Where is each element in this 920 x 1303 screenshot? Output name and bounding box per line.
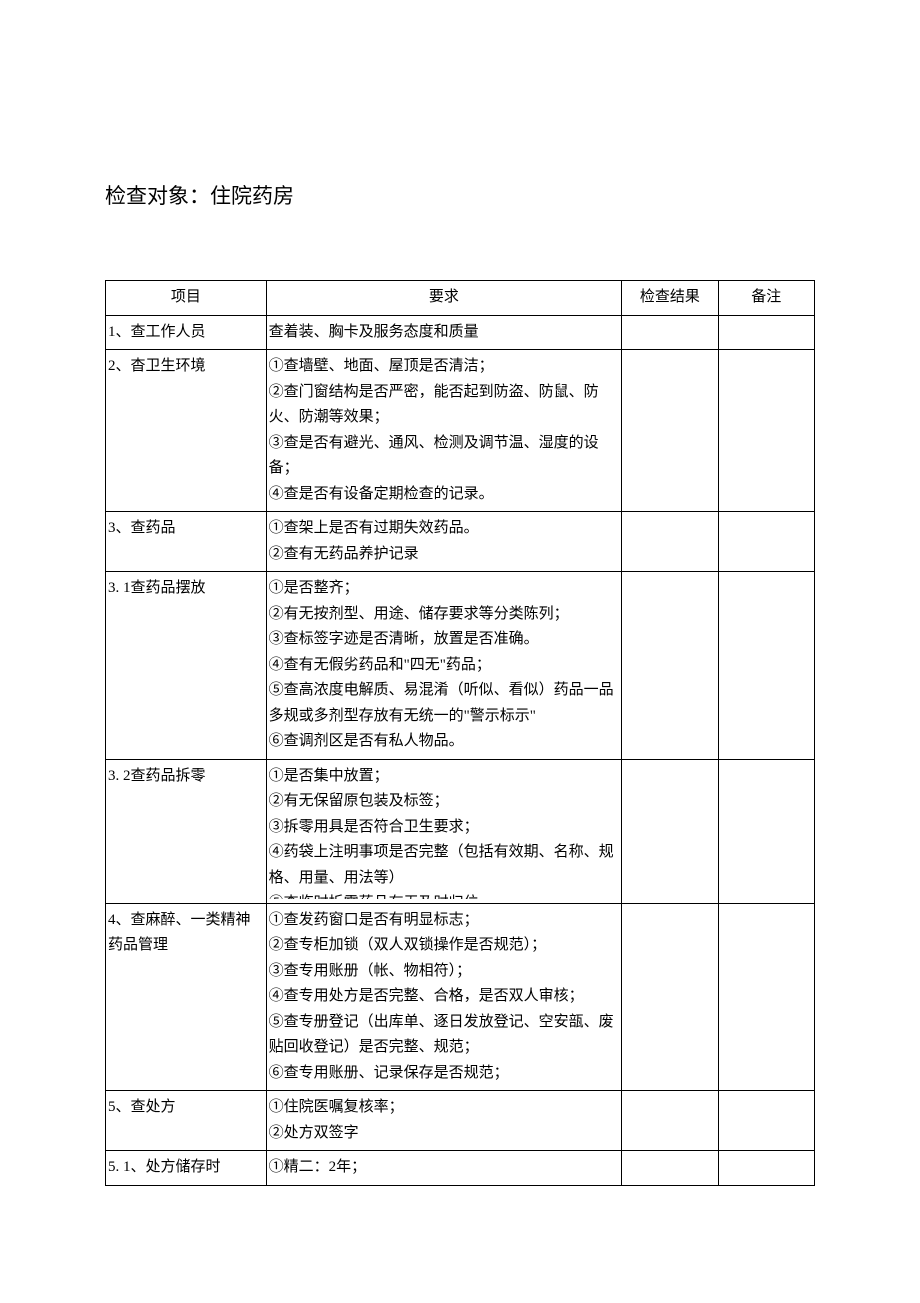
- table-row: 3、查药品 ①查架上是否有过期失效药品。 ②查有无药品养护记录: [106, 512, 815, 572]
- cell-note: [718, 1091, 814, 1151]
- table-row: 5. 1、处方储存时 ①精二：2年；: [106, 1151, 815, 1186]
- table-row: 2、杳卫生环境 ①查墙壁、地面、屋顶是否清洁； ②查门窗结构是否严密，能否起到防…: [106, 350, 815, 512]
- cell-note: [718, 1151, 814, 1186]
- table-row: 4、查麻醉、一类精神药品管理 ①查发药窗口是否有明显标志； ②查专柜加锁（双人双…: [106, 903, 815, 1091]
- cell-result: [622, 350, 718, 512]
- cell-item: 3. 1查药品摆放: [106, 572, 267, 760]
- cell-requirement: ①是否集中放置； ②有无保留原包装及标签； ③拆零用具是否符合卫生要求； ④药袋…: [266, 759, 622, 903]
- cell-requirement: ①查发药窗口是否有明显标志； ②查专柜加锁（双人双锁操作是否规范）； ③查专用账…: [266, 903, 622, 1091]
- cell-item: 1、查工作人员: [106, 315, 267, 350]
- cell-item: 2、杳卫生环境: [106, 350, 267, 512]
- inspection-table: 项目 要求 检查结果 备注 1、查工作人员 查着装、胸卡及服务态度和质量 2、杳…: [105, 280, 815, 1186]
- cell-note: [718, 572, 814, 760]
- table-row: 3. 1查药品摆放 ①是否整齐； ②有无按剂型、用途、储存要求等分类陈列； ③查…: [106, 572, 815, 760]
- cell-result: [622, 903, 718, 1091]
- cell-result: [622, 315, 718, 350]
- cell-requirement: ①住院医嘱复核率； ②处方双签字: [266, 1091, 622, 1151]
- cell-item: 5、查处方: [106, 1091, 267, 1151]
- cell-item: 3. 2查药品拆零: [106, 759, 267, 903]
- cell-requirement: ①精二：2年；: [266, 1151, 622, 1186]
- header-note: 备注: [718, 281, 814, 316]
- cell-requirement: ①查墙壁、地面、屋顶是否清洁； ②查门窗结构是否严密，能否起到防盗、防鼠、防火、…: [266, 350, 622, 512]
- cell-note: [718, 350, 814, 512]
- cell-item: 5. 1、处方储存时: [106, 1151, 267, 1186]
- cell-requirement: ①查架上是否有过期失效药品。 ②查有无药品养护记录: [266, 512, 622, 572]
- cell-note: [718, 903, 814, 1091]
- cell-result: [622, 1091, 718, 1151]
- cell-item: 3、查药品: [106, 512, 267, 572]
- header-item: 项目: [106, 281, 267, 316]
- cell-result: [622, 512, 718, 572]
- header-result: 检查结果: [622, 281, 718, 316]
- cell-result: [622, 572, 718, 760]
- table-header-row: 项目 要求 检查结果 备注: [106, 281, 815, 316]
- table-row: 5、查处方 ①住院医嘱复核率； ②处方双签字: [106, 1091, 815, 1151]
- cell-result: [622, 759, 718, 903]
- cell-requirement: 查着装、胸卡及服务态度和质量: [266, 315, 622, 350]
- table-body: 1、查工作人员 查着装、胸卡及服务态度和质量 2、杳卫生环境 ①查墙壁、地面、屋…: [106, 315, 815, 1185]
- table-row: 3. 2查药品拆零 ①是否集中放置； ②有无保留原包装及标签； ③拆零用具是否符…: [106, 759, 815, 903]
- cell-requirement: ①是否整齐； ②有无按剂型、用途、储存要求等分类陈列； ③查标签字迹是否清晰，放…: [266, 572, 622, 760]
- cell-note: [718, 512, 814, 572]
- cell-note: [718, 759, 814, 903]
- header-requirement: 要求: [266, 281, 622, 316]
- cell-note: [718, 315, 814, 350]
- cell-result: [622, 1151, 718, 1186]
- table-row: 1、查工作人员 查着装、胸卡及服务态度和质量: [106, 315, 815, 350]
- page-title: 检查对象：住院药房: [105, 180, 815, 210]
- cell-item: 4、查麻醉、一类精神药品管理: [106, 903, 267, 1091]
- clipped-text: ①是否集中放置； ②有无保留原包装及标签； ③拆零用具是否符合卫生要求； ④药袋…: [269, 764, 620, 899]
